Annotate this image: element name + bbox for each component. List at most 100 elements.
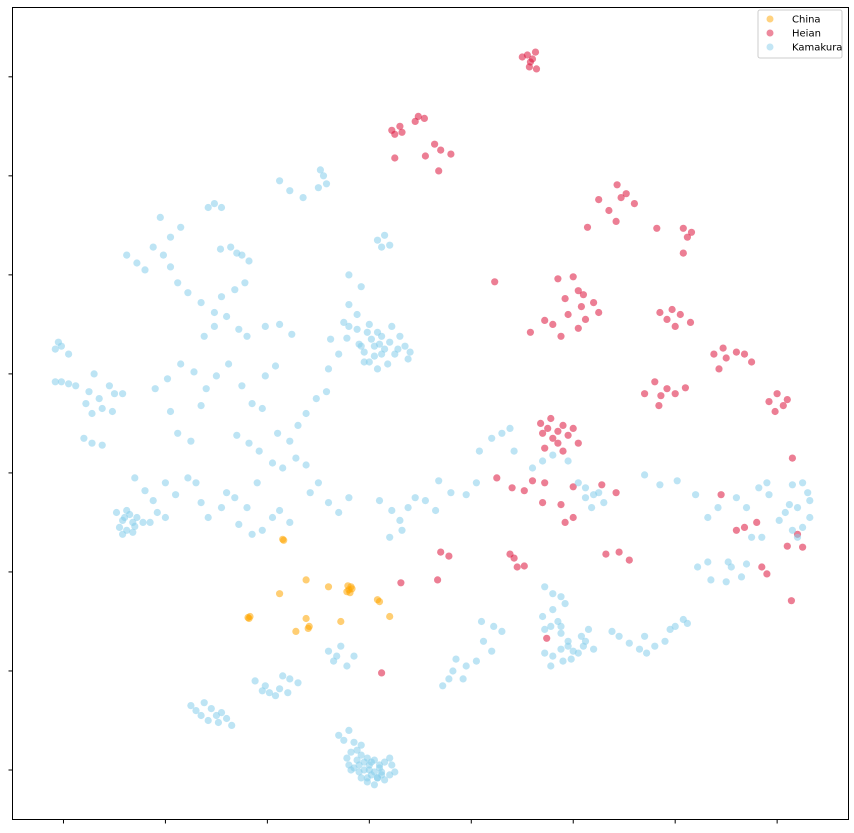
point-kamakura [139, 518, 147, 527]
point-kamakura [549, 451, 557, 459]
point-heian [605, 206, 613, 215]
point-kamakura [245, 257, 253, 265]
point-heian [651, 378, 659, 386]
point-heian [583, 223, 592, 231]
point-heian [676, 310, 684, 319]
point-kamakura [799, 479, 807, 487]
point-heian [510, 554, 518, 562]
point-kamakura [462, 662, 470, 670]
point-kamakura [345, 726, 353, 735]
series-china [244, 535, 394, 636]
point-kamakura [251, 677, 259, 685]
point-kamakura [335, 731, 343, 739]
point-kamakura [217, 203, 226, 212]
point-kamakura [615, 632, 623, 640]
point-kamakura [406, 348, 414, 356]
point-kamakura [479, 637, 488, 645]
point-heian [414, 112, 422, 120]
point-kamakura [200, 332, 208, 340]
point-kamakura [204, 716, 212, 725]
point-heian [602, 550, 610, 558]
point-heian [554, 275, 562, 283]
point-heian [541, 479, 549, 487]
point-kamakura [355, 768, 363, 776]
point-kamakura [449, 667, 457, 675]
point-kamakura [243, 504, 251, 512]
point-kamakura [153, 508, 161, 517]
point-kamakura [261, 322, 269, 330]
point-kamakura [271, 692, 280, 700]
point-kamakura [131, 474, 139, 482]
point-kamakura [174, 279, 182, 287]
point-kamakura [161, 513, 169, 522]
point-kamakura [488, 434, 496, 442]
point-kamakura [330, 657, 338, 665]
plot-area [12, 7, 849, 820]
point-kamakura [319, 172, 328, 180]
point-kamakura [286, 518, 294, 527]
point-kamakura [265, 689, 273, 697]
point-kamakura [350, 738, 358, 746]
point-heian [740, 523, 749, 532]
point-china [302, 614, 310, 623]
point-kamakura [459, 675, 467, 683]
point-kamakura [357, 751, 365, 759]
point-kamakura [233, 431, 241, 439]
point-kamakura [276, 177, 284, 185]
point-kamakura [510, 447, 518, 455]
point-heian [663, 315, 671, 323]
point-heian [564, 431, 572, 439]
point-heian [574, 287, 582, 295]
point-heian [612, 489, 620, 497]
point-heian [683, 233, 692, 241]
point-kamakura [588, 504, 596, 512]
point-kamakura [506, 424, 514, 432]
point-kamakura [391, 768, 399, 776]
point-kamakura [324, 365, 333, 373]
point-heian [765, 398, 773, 406]
point-kamakura [643, 649, 651, 657]
point-kamakura [549, 590, 557, 598]
point-kamakura [378, 243, 386, 251]
point-kamakura [197, 499, 205, 507]
point-kamakura [557, 593, 565, 601]
point-kamakura [294, 679, 302, 687]
point-kamakura [386, 754, 394, 762]
point-kamakura [212, 372, 220, 380]
point-heian [612, 217, 620, 225]
point-heian [799, 543, 807, 551]
point-china [280, 536, 288, 544]
point-kamakura [625, 639, 633, 647]
point-kamakura [151, 385, 159, 393]
point-kamakura [595, 489, 603, 497]
point-kamakura [161, 479, 169, 487]
point-kamakura [197, 402, 205, 410]
point-kamakura [243, 332, 251, 340]
legend-label-heian: Heian [792, 29, 821, 40]
point-kamakura [353, 756, 361, 764]
point-kamakura [462, 491, 470, 499]
point-kamakura [149, 497, 157, 505]
data-points [51, 48, 814, 789]
point-kamakura [396, 332, 404, 340]
series-heian [378, 48, 807, 677]
point-heian [561, 295, 569, 303]
point-kamakura [737, 573, 746, 581]
point-kamakura [324, 499, 333, 507]
point-kamakura [65, 350, 73, 358]
point-heian [679, 224, 687, 232]
point-kamakura [732, 494, 741, 502]
point-kamakura [225, 360, 233, 368]
point-kamakura [661, 637, 669, 645]
point-kamakura [231, 286, 239, 294]
point-kamakura [340, 318, 348, 326]
legend-label-china: China [792, 15, 821, 26]
point-kamakura [435, 477, 443, 485]
point-kamakura [141, 487, 149, 495]
point-heian [671, 390, 679, 398]
point-kamakura [268, 459, 277, 467]
point-kamakura [357, 774, 365, 782]
point-heian [679, 249, 687, 257]
point-kamakura [370, 342, 378, 350]
point-kamakura [365, 358, 373, 366]
